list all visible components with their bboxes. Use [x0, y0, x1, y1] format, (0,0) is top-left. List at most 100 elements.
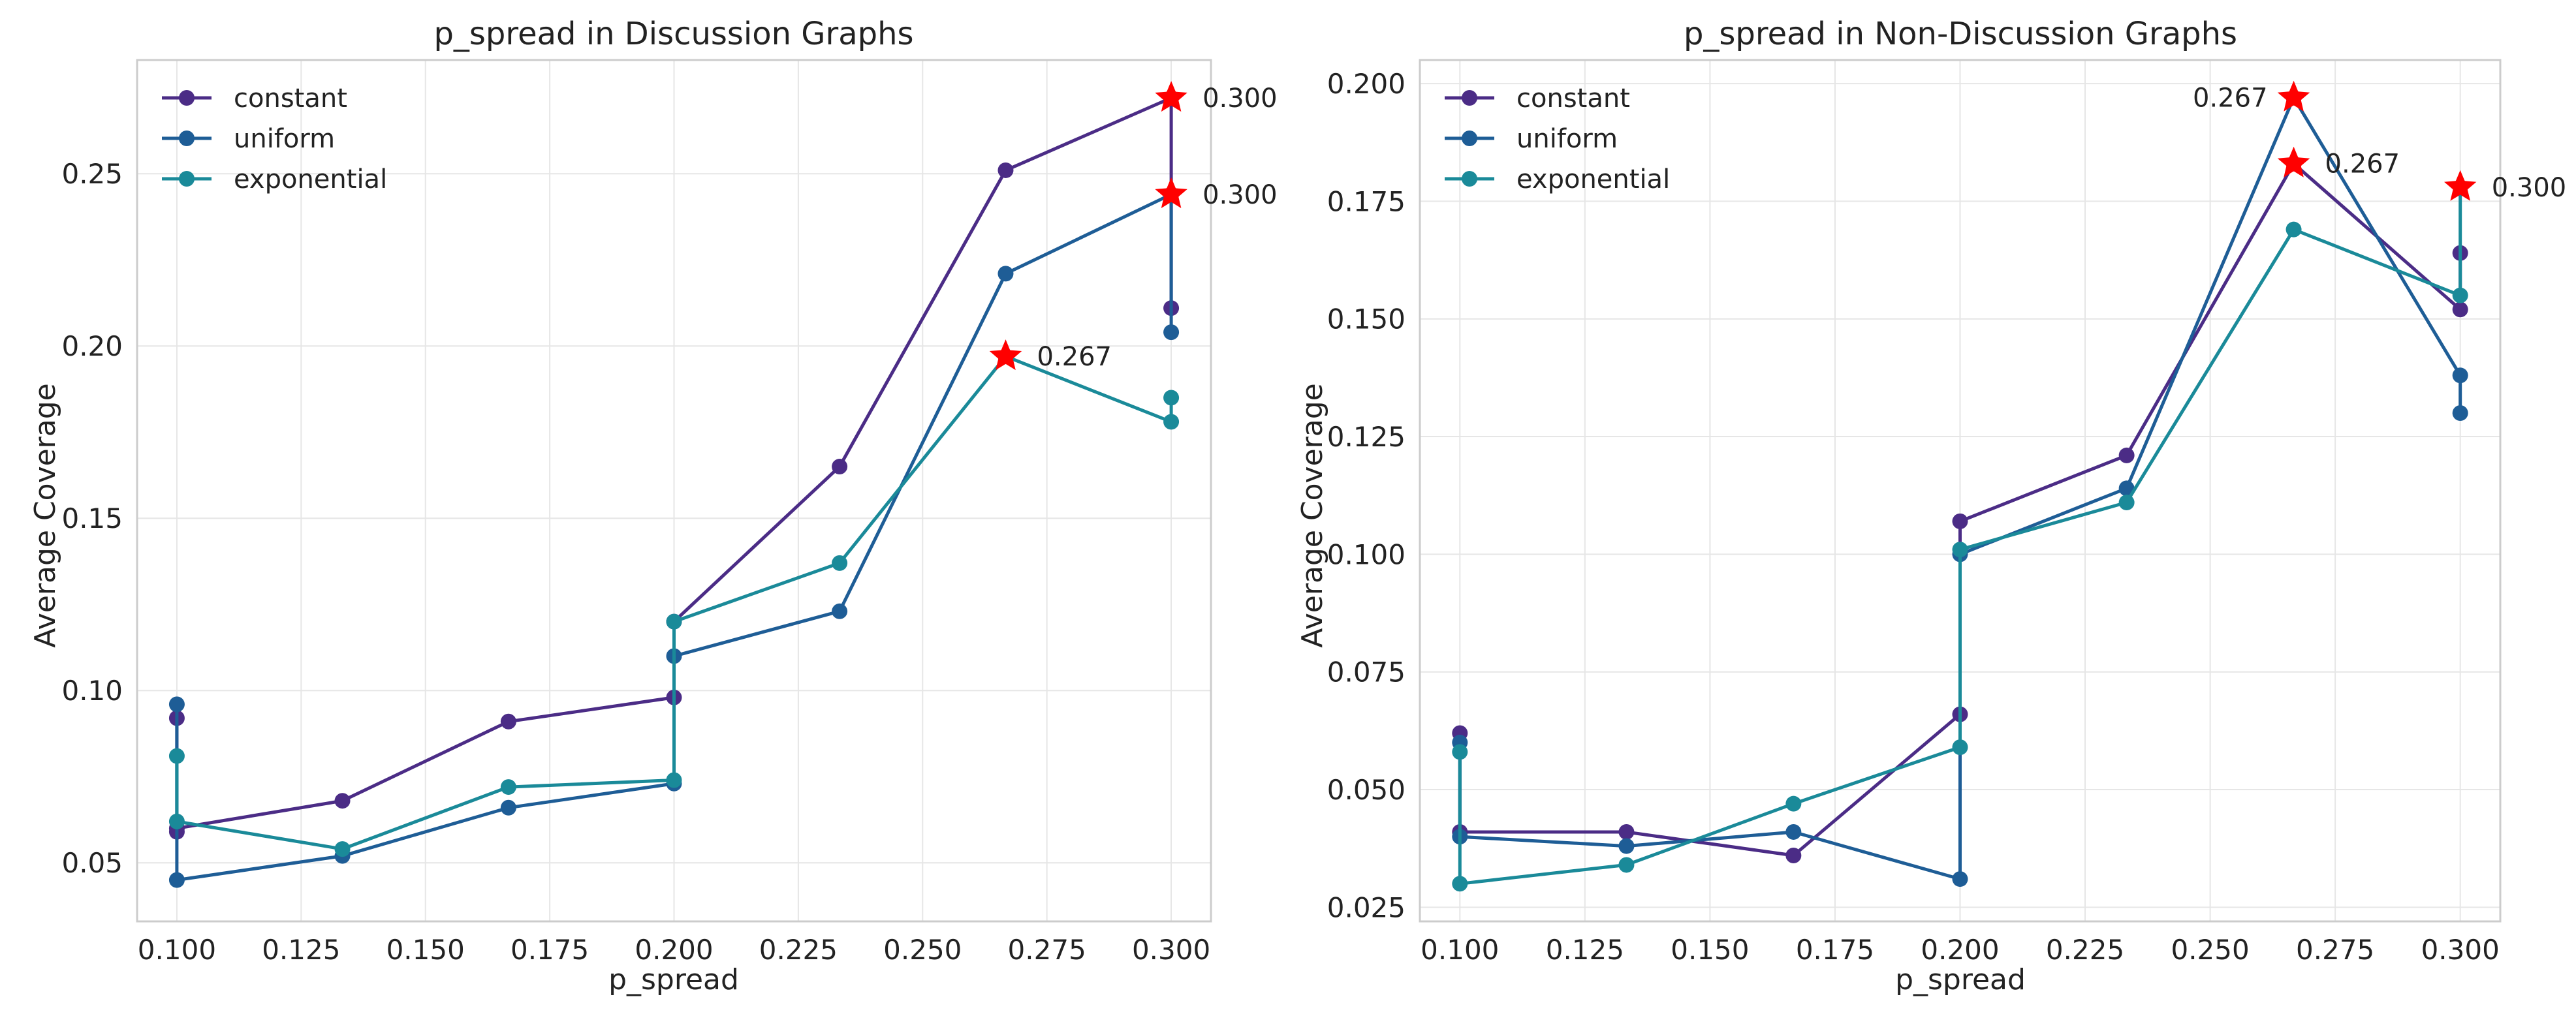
data-point-exponential: [1163, 414, 1180, 430]
data-point-uniform: [2452, 367, 2468, 384]
data-point-exponential: [1785, 795, 1802, 812]
legend-label-constant: constant: [1516, 84, 1630, 114]
plot-frame: [136, 59, 1212, 923]
plot-frame: [1419, 59, 2502, 923]
y-tick-label: 0.05: [61, 847, 123, 879]
data-point-uniform: [1952, 871, 1968, 887]
y-tick-label: 0.15: [61, 502, 123, 534]
x-tick-label: 0.250: [883, 934, 962, 966]
annotation-label: 0.300: [1202, 180, 1278, 210]
y-axis-label: Average Coverage: [29, 383, 62, 647]
y-tick-label: 0.075: [1327, 656, 1406, 688]
x-tick-label: 0.200: [1921, 934, 1999, 966]
x-axis-label: p_spread: [608, 963, 739, 996]
best-point-star: [989, 339, 1022, 371]
data-point-uniform: [832, 603, 848, 619]
data-point-uniform: [1618, 838, 1635, 854]
y-tick-label: 0.175: [1327, 185, 1406, 217]
data-point-exponential: [1618, 857, 1635, 873]
data-point-uniform: [500, 799, 516, 816]
annotation-label: 0.300: [1202, 84, 1278, 114]
legend-label-exponential: exponential: [1516, 164, 1670, 194]
x-tick-label: 0.275: [1008, 934, 1086, 966]
annotation-label: 0.300: [2492, 173, 2567, 203]
x-tick-label: 0.200: [635, 934, 713, 966]
x-tick-label: 0.300: [1132, 934, 1210, 966]
y-tick-label: 0.025: [1327, 891, 1406, 923]
x-tick-label: 0.150: [386, 934, 465, 966]
data-point-exponential: [168, 813, 185, 829]
x-tick-label: 0.100: [1421, 934, 1499, 966]
chart-discussion-graphs: p_spread in Discussion Graphs p_spread A…: [29, 16, 1278, 996]
best-point-star: [2277, 146, 2310, 177]
x-tick-label: 0.125: [262, 934, 340, 966]
annotation-label: 0.267: [2193, 84, 2268, 114]
data-point-constant: [1785, 848, 1802, 864]
data-point-uniform: [168, 872, 185, 888]
legend-marker-exponential: [179, 171, 195, 187]
chart-non-discussion-graphs: p_spread in Non-Discussion Graphs p_spre…: [1296, 16, 2566, 996]
best-point-star: [2444, 170, 2477, 201]
y-tick-label: 0.25: [61, 158, 123, 190]
legend: constant uniform exponential: [162, 84, 387, 194]
chart-title: p_spread in Discussion Graphs: [433, 16, 913, 52]
x-tick-label: 0.225: [2046, 934, 2124, 966]
chart-title: p_spread in Non-Discussion Graphs: [1684, 16, 2237, 52]
best-point-star: [2277, 80, 2310, 112]
y-tick-label: 0.050: [1327, 774, 1406, 806]
y-tick-label: 0.150: [1327, 303, 1406, 335]
legend-label-constant: constant: [234, 84, 347, 114]
data-point-exponential: [666, 772, 682, 788]
data-point-exponential: [2452, 287, 2468, 303]
annotation-label: 0.267: [1037, 342, 1112, 372]
x-tick-label: 0.300: [2421, 934, 2500, 966]
series-line-exponential: [1458, 187, 2462, 885]
x-tick-label: 0.250: [2171, 934, 2249, 966]
data-point-exponential: [1452, 744, 1468, 760]
legend-label-uniform: uniform: [234, 124, 335, 154]
data-point-exponential: [334, 841, 351, 857]
legend-marker-constant: [1462, 90, 1477, 106]
x-tick-label: 0.225: [759, 934, 838, 966]
series-line-exponential: [175, 354, 1173, 851]
data-point-exponential: [168, 748, 185, 764]
x-tick-label: 0.125: [1546, 934, 1624, 966]
best-point-star: [1155, 81, 1187, 112]
data-point-constant: [334, 793, 351, 809]
x-tick-label: 0.175: [510, 934, 589, 966]
x-axis-label: p_spread: [1895, 963, 2026, 996]
y-tick-label: 0.200: [1327, 68, 1406, 100]
data-point-exponential: [1163, 390, 1180, 406]
x-tick-label: 0.175: [1796, 934, 1874, 966]
annotation-label: 0.267: [2325, 149, 2400, 179]
data-point-exponential: [666, 613, 682, 630]
legend-label-uniform: uniform: [1516, 124, 1618, 154]
data-point-constant: [500, 713, 516, 730]
data-point-exponential: [2118, 495, 2135, 511]
data-point-uniform: [168, 696, 185, 713]
legend-marker-uniform: [1462, 131, 1477, 146]
data-point-uniform: [1163, 324, 1180, 341]
data-point-exponential: [832, 555, 848, 571]
legend: constant uniform exponential: [1445, 84, 1670, 194]
data-point-uniform: [2452, 405, 2468, 421]
data-point-constant: [832, 459, 848, 475]
data-point-constant: [1618, 824, 1635, 840]
data-point-uniform: [2118, 480, 2135, 497]
y-tick-label: 0.20: [61, 330, 123, 362]
data-point-exponential: [2285, 221, 2302, 238]
legend-marker-uniform: [179, 131, 195, 146]
y-tick-label: 0.10: [61, 675, 123, 707]
data-point-constant: [1952, 513, 1968, 529]
data-point-constant: [997, 162, 1014, 178]
y-tick-label: 0.125: [1327, 421, 1406, 453]
x-tick-label: 0.100: [138, 934, 216, 966]
data-point-constant: [2118, 447, 2135, 463]
y-tick-label: 0.100: [1327, 538, 1406, 570]
data-point-exponential: [1452, 876, 1468, 892]
best-point-star: [1155, 177, 1187, 208]
data-point-exponential: [1952, 739, 1968, 756]
legend-marker-constant: [179, 90, 195, 106]
x-tick-label: 0.275: [2296, 934, 2374, 966]
y-axis-label: Average Coverage: [1296, 383, 1329, 647]
